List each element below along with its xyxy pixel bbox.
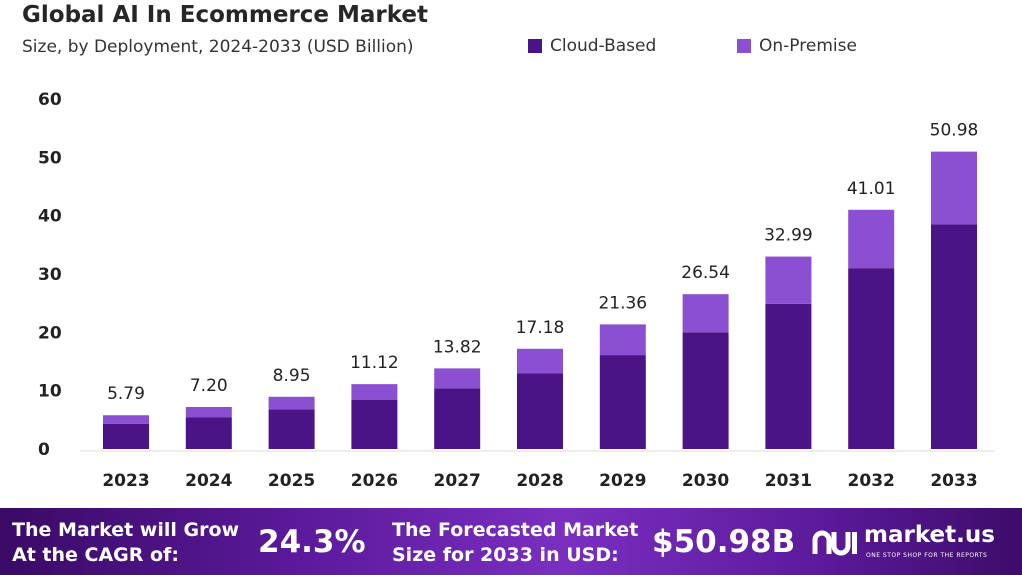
data-label-2023: 5.79 — [107, 384, 145, 404]
bar-cloud-based-2026 — [351, 400, 398, 449]
data-label-2031: 32.99 — [764, 226, 813, 246]
data-label-2024: 7.20 — [190, 376, 228, 396]
bar-cloud-based-2028 — [517, 373, 563, 449]
x-tick-label-2024: 2024 — [185, 471, 232, 491]
data-label-2027: 13.82 — [433, 337, 482, 357]
y-tick-label: 60 — [38, 90, 62, 110]
market-us-logo-icon — [812, 530, 857, 556]
forecast-label-line2: Size for 2033 in USD: — [392, 544, 619, 566]
bar-cloud-based-2030 — [682, 332, 729, 449]
legend-item-cloud-based: Cloud-Based — [528, 36, 656, 56]
cagr-label-line1: The Market will Grow — [12, 519, 240, 541]
brand-tagline: ONE STOP SHOP FOR THE REPORTS — [866, 552, 988, 559]
bar-chart: 01020304050605.7920237.2020248.95202511.… — [38, 90, 995, 491]
legend-swatch-cloud-based — [528, 39, 542, 53]
y-tick-label: 50 — [38, 148, 62, 168]
legend-label-cloud-based: Cloud-Based — [550, 36, 657, 56]
bar-on-premise-2030 — [682, 294, 729, 333]
data-label-2030: 26.54 — [681, 263, 730, 283]
y-tick-label: 30 — [38, 265, 62, 285]
bar-on-premise-2025 — [268, 396, 315, 410]
footer-banner: The Market will Grow At the CAGR of: 24.… — [0, 508, 1022, 575]
bar-cloud-based-2031 — [765, 303, 812, 449]
forecast-label-line1: The Forecasted Market — [392, 519, 639, 541]
x-tick-label-2028: 2028 — [516, 471, 563, 491]
data-label-2026: 11.12 — [350, 353, 399, 373]
data-label-2032: 41.01 — [847, 179, 896, 199]
x-tick-label-2029: 2029 — [599, 471, 646, 491]
cagr-value: 24.3% — [258, 524, 366, 560]
bar-on-premise-2023 — [103, 415, 149, 424]
bar-cloud-based-2029 — [599, 355, 646, 449]
bar-cloud-based-2024 — [185, 417, 232, 449]
x-tick-label-2033: 2033 — [930, 471, 977, 491]
bar-on-premise-2024 — [185, 407, 232, 418]
cagr-label: The Market will Grow At the CAGR of: — [12, 518, 239, 568]
bar-on-premise-2031 — [765, 256, 812, 304]
bar-cloud-based-2023 — [103, 423, 149, 449]
forecast-value: $50.98B — [652, 524, 796, 560]
x-tick-label-2031: 2031 — [765, 471, 812, 491]
legend-swatch-on-premise — [737, 39, 751, 53]
bar-on-premise-2026 — [351, 384, 398, 400]
data-label-2033: 50.98 — [930, 121, 979, 141]
y-tick-label: 20 — [38, 323, 62, 343]
chart-title: Global AI In Ecommerce Market — [22, 2, 429, 28]
x-tick-label-2026: 2026 — [351, 471, 398, 491]
brand-name: market.us — [864, 522, 995, 548]
bar-cloud-based-2025 — [268, 409, 315, 449]
y-tick-label: 10 — [38, 382, 62, 402]
chart-subtitle: Size, by Deployment, 2024-2033 (USD Bill… — [22, 37, 414, 57]
bar-on-premise-2027 — [434, 368, 481, 389]
bar-cloud-based-2032 — [848, 268, 895, 449]
data-label-2028: 17.18 — [516, 318, 565, 338]
cagr-label-line2: At the CAGR of: — [12, 544, 179, 566]
data-label-2025: 8.95 — [273, 366, 311, 386]
x-tick-label-2032: 2032 — [848, 471, 895, 491]
forecast-label: The Forecasted Market Size for 2033 in U… — [392, 518, 638, 568]
bar-on-premise-2029 — [599, 324, 646, 356]
y-tick-label: 0 — [38, 440, 50, 460]
legend-label-on-premise: On-Premise — [759, 36, 857, 56]
bar-on-premise-2032 — [848, 209, 895, 269]
x-tick-label-2030: 2030 — [682, 471, 729, 491]
x-tick-label-2025: 2025 — [268, 471, 315, 491]
bar-on-premise-2033 — [931, 151, 977, 225]
x-tick-label-2027: 2027 — [434, 471, 481, 491]
bar-cloud-based-2033 — [931, 224, 977, 449]
x-tick-label-2023: 2023 — [102, 471, 149, 491]
legend-item-on-premise: On-Premise — [737, 36, 857, 56]
data-label-2029: 21.36 — [598, 293, 647, 313]
y-tick-label: 40 — [38, 207, 62, 227]
bar-cloud-based-2027 — [434, 388, 481, 449]
bar-on-premise-2028 — [517, 348, 563, 374]
